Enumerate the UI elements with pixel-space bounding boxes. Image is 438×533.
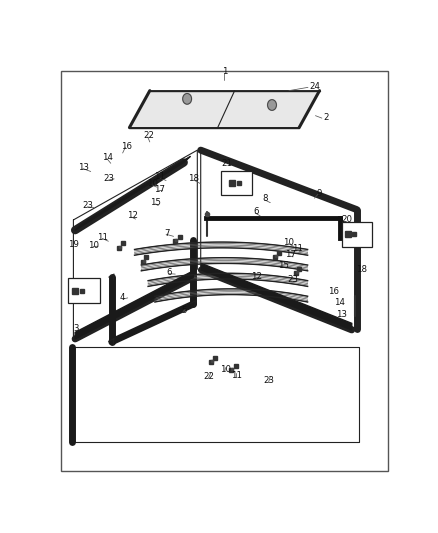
Text: 9: 9 [316,189,321,198]
Bar [342,222,372,247]
Text: 24: 24 [309,82,320,91]
Text: 3: 3 [73,324,78,333]
Text: 11: 11 [231,372,242,381]
Text: 5: 5 [181,306,187,314]
Bar [221,171,251,195]
Text: 11: 11 [155,172,166,181]
Text: 14: 14 [102,152,113,161]
Text: 13: 13 [78,163,89,172]
Polygon shape [75,156,191,230]
Text: 4: 4 [120,293,125,302]
Text: 17: 17 [285,251,296,259]
Text: 8: 8 [262,194,268,203]
Text: 2: 2 [323,113,328,122]
Text: 1: 1 [222,67,227,76]
Polygon shape [130,91,320,127]
Circle shape [268,100,276,110]
Text: 16: 16 [120,142,131,150]
Text: 21: 21 [221,159,232,168]
Text: 23: 23 [264,376,275,385]
Text: 22: 22 [204,372,215,381]
Text: 10: 10 [147,179,158,188]
Text: 16: 16 [328,287,339,296]
Text: 10: 10 [283,238,294,247]
Text: 10: 10 [220,365,231,374]
Text: 6: 6 [253,207,258,216]
Text: 18: 18 [188,174,199,183]
Text: 15: 15 [279,261,290,270]
Text: 19: 19 [67,240,78,249]
Text: 22: 22 [144,131,155,140]
Text: 13: 13 [336,310,347,319]
Text: 11: 11 [292,244,303,253]
Circle shape [183,93,191,104]
Text: 23: 23 [103,174,115,183]
Text: 14: 14 [334,298,346,308]
Text: 17: 17 [154,185,165,194]
Polygon shape [75,271,193,339]
Text: 15: 15 [150,198,162,207]
Text: 18: 18 [356,265,367,273]
Bar [67,278,100,303]
Text: 6: 6 [167,268,172,277]
Text: 12: 12 [251,272,262,281]
Text: 23: 23 [82,201,94,210]
Text: 20: 20 [342,215,353,224]
Text: 12: 12 [127,211,138,220]
Polygon shape [201,263,352,330]
Text: 11: 11 [97,232,109,241]
Text: 7: 7 [164,229,170,238]
Text: 23: 23 [287,275,298,284]
Text: 10: 10 [88,241,99,250]
